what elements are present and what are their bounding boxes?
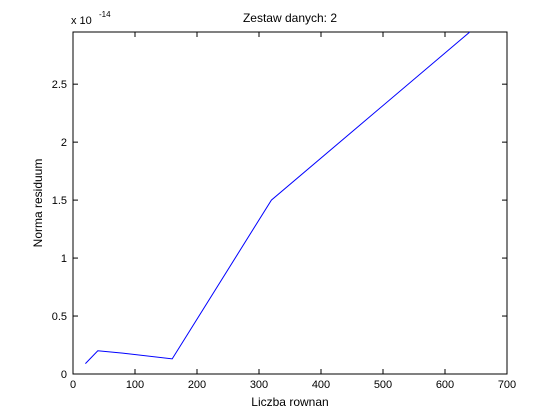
x-tick-label: 700 bbox=[498, 379, 516, 391]
x-tick-label: 0 bbox=[70, 379, 76, 391]
x-tick-label: 400 bbox=[312, 379, 330, 391]
series-layer bbox=[85, 31, 471, 364]
plot-area bbox=[72, 31, 508, 375]
x-tick-label: 300 bbox=[250, 379, 268, 391]
axes-box bbox=[72, 31, 508, 375]
x-axis-label: Liczba rownan bbox=[251, 395, 328, 409]
x-tick-label: 500 bbox=[374, 379, 392, 391]
y-tick-label: 2.5 bbox=[52, 79, 67, 91]
x-tick-label: 100 bbox=[126, 379, 144, 391]
y-tick-label: 0.5 bbox=[52, 311, 67, 323]
y-tick-label: 2 bbox=[61, 137, 67, 149]
y-axis-label: Norma residuum bbox=[31, 159, 45, 248]
y-tick-label: 1 bbox=[61, 253, 67, 265]
x-tick-label: 200 bbox=[188, 379, 206, 391]
y-axis-exponent-power: -14 bbox=[99, 10, 111, 19]
x-axis-ticks: 0 100 200 300 400 500 600 700 bbox=[70, 32, 516, 391]
series-line-0 bbox=[85, 31, 471, 364]
chart-title: Zestaw danych: 2 bbox=[243, 11, 337, 25]
y-axis-exponent-base: x 10 bbox=[71, 15, 92, 27]
y-axis-ticks: 0 0.5 1 1.5 2 2.5 bbox=[52, 79, 507, 381]
y-tick-label: 1.5 bbox=[52, 195, 67, 207]
x-tick-label: 600 bbox=[436, 379, 454, 391]
y-tick-label: 0 bbox=[61, 369, 67, 381]
